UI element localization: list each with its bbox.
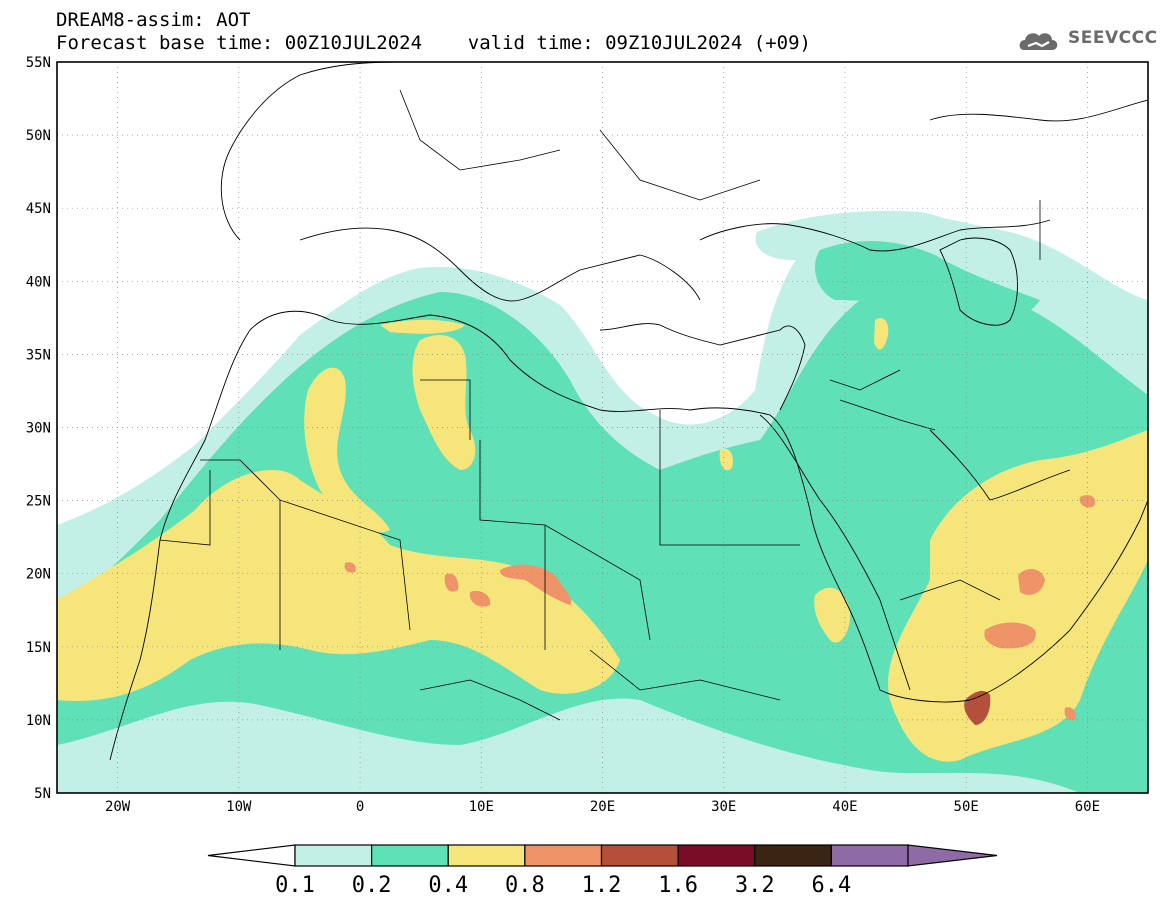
longitude-axis: 20W 10W 0 10E 20E 30E 40E 50E 60E bbox=[105, 799, 1100, 815]
lon-tick-label: 20E bbox=[590, 799, 615, 815]
lat-tick-label: 5N bbox=[34, 786, 51, 802]
colorbar-label: 0.1 bbox=[275, 873, 315, 898]
colorbar-label: 0.8 bbox=[505, 873, 545, 898]
colorbar-label: 0.4 bbox=[428, 873, 468, 898]
gridlines bbox=[57, 62, 1148, 793]
lat-tick-label: 50N bbox=[26, 128, 51, 144]
aot-contour-0.4-0.8 bbox=[57, 318, 1148, 762]
lat-tick-label: 55N bbox=[26, 55, 51, 71]
lat-tick-label: 35N bbox=[26, 347, 51, 363]
colorbar-segment bbox=[524, 844, 603, 867]
colorbar-segment bbox=[830, 844, 909, 867]
colorbar-label: 1.6 bbox=[658, 873, 698, 898]
map-title: DREAM8-assim: AOT bbox=[56, 9, 251, 31]
lon-tick-label: 10W bbox=[226, 799, 252, 815]
colorbar-min-extension bbox=[207, 844, 296, 867]
lon-tick-label: 20W bbox=[105, 799, 131, 815]
lat-tick-label: 25N bbox=[26, 494, 51, 510]
colorbar-segment bbox=[600, 844, 679, 867]
colorbar-segment bbox=[371, 844, 449, 867]
colorbar-max-extension bbox=[907, 844, 998, 867]
lon-tick-label: 50E bbox=[954, 799, 979, 815]
colorbar-segment bbox=[447, 844, 526, 867]
lat-tick-label: 30N bbox=[26, 421, 51, 437]
aot-field bbox=[57, 210, 1148, 793]
lon-tick-label: 10E bbox=[469, 799, 494, 815]
lat-tick-label: 40N bbox=[26, 274, 51, 290]
logo-text: SEEVCCC bbox=[1068, 28, 1158, 48]
country-borders bbox=[159, 89, 1041, 721]
map-frame bbox=[56, 61, 1149, 794]
lon-tick-label: 40E bbox=[832, 799, 857, 815]
colorbar-segment bbox=[677, 844, 756, 867]
colorbar-label: 1.2 bbox=[582, 873, 622, 898]
lon-tick-label: 30E bbox=[711, 799, 736, 815]
lat-tick-label: 15N bbox=[26, 640, 51, 656]
lon-tick-label: 60E bbox=[1075, 799, 1100, 815]
colorbar-label: 0.2 bbox=[352, 873, 392, 898]
colorbar-segment bbox=[294, 844, 373, 867]
lat-tick-label: 45N bbox=[26, 201, 51, 217]
colorbar-label: 6.4 bbox=[812, 873, 852, 898]
lat-tick-label: 10N bbox=[26, 713, 51, 729]
forecast-time-subtitle: Forecast base time: 00Z10JUL2024 valid t… bbox=[56, 32, 811, 54]
aot-contour-0.8-1.2 bbox=[344, 495, 1096, 721]
seevccc-logo bbox=[1019, 33, 1058, 50]
lat-tick-label: 20N bbox=[26, 567, 51, 583]
coastlines bbox=[109, 62, 1148, 761]
latitude-axis: 5N 10N 15N 20N 25N 30N 35N 40N 45N 50N 55N bbox=[26, 55, 51, 802]
colorbar-segment bbox=[754, 844, 832, 867]
colorbar: 0.1 0.2 0.4 0.8 1.2 1.6 3.2 6.4 bbox=[207, 844, 998, 898]
cloud-icon bbox=[1019, 33, 1058, 50]
colorbar-label: 3.2 bbox=[735, 873, 775, 898]
lon-tick-label: 0 bbox=[356, 799, 364, 815]
